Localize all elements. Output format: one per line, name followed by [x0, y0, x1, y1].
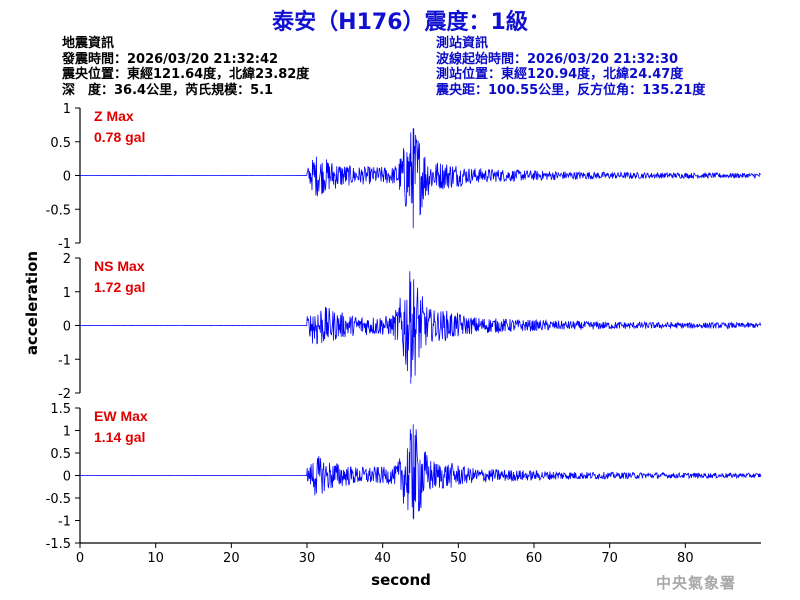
waveform-z: [79, 128, 762, 229]
x-tick-label: 50: [450, 551, 467, 566]
page-title: 泰安（H176）震度：1級: [272, 10, 528, 35]
y-tick-label-ns: -2: [58, 387, 71, 402]
y-tick-label-z: -1: [58, 237, 71, 252]
max-label-ns: NS Max: [94, 258, 145, 274]
waveform-ns: [79, 271, 762, 384]
station-info: 測站資訊 波線起始時間：2026/03/20 21:32:30 測站位置：東經1…: [436, 36, 705, 98]
y-tick-label-ew: 1.5: [50, 402, 71, 417]
y-axis-label: acceleration: [23, 251, 41, 355]
max-value-ew: 1.14 gal: [94, 429, 145, 445]
y-tick-label-ew: 0: [63, 470, 71, 485]
earthquake-info: 地震資訊 發震時間：2026/03/20 21:32:42 震央位置：東經121…: [62, 36, 309, 98]
y-tick-label-ew: 0.5: [50, 447, 71, 462]
y-tick-label-ns: 0: [63, 320, 71, 335]
y-tick-label-ns: 1: [63, 286, 71, 301]
y-tick-label-z: 1: [63, 102, 71, 117]
y-tick-label-z: 0.5: [50, 136, 71, 151]
depth-magnitude: 深 度：36.4公里，芮氏規模：5.1: [62, 82, 274, 98]
x-tick-label: 0: [76, 551, 84, 566]
epicenter-location: 震央位置：東經121.64度，北緯23.82度: [62, 67, 310, 82]
x-tick-label: 30: [299, 551, 316, 566]
x-tick-label: 70: [601, 551, 618, 566]
y-tick-label-ew: -0.5: [46, 492, 71, 507]
y-tick-label-ew: -1.5: [46, 537, 71, 552]
x-tick-label: 20: [223, 551, 240, 566]
y-tick-label-ew: 1: [63, 425, 71, 440]
max-value-z: 0.78 gal: [94, 129, 145, 145]
x-tick-label: 80: [677, 551, 694, 566]
x-tick-label: 60: [526, 551, 543, 566]
y-tick-label-ns: -1: [58, 353, 71, 368]
x-axis-label: second: [371, 571, 431, 589]
y-tick-label-z: 0: [63, 170, 71, 185]
station-location: 測站位置：東經120.94度，北緯24.47度: [436, 67, 684, 82]
agency-label: 中央氣象署: [656, 574, 737, 592]
origin-time: 發震時間：2026/03/20 21:32:42: [62, 51, 279, 67]
wave-start-time: 波線起始時間：2026/03/20 21:32:30: [436, 51, 679, 67]
max-value-ns: 1.72 gal: [94, 279, 145, 295]
y-tick-label-ew: -1: [58, 515, 71, 530]
y-tick-label-ns: 2: [63, 252, 71, 267]
max-label-z: Z Max: [94, 108, 134, 124]
x-tick-label: 10: [147, 551, 164, 566]
waveform-ew: [79, 424, 762, 520]
station-info-heading: 測站資訊: [436, 36, 489, 51]
y-tick-label-z: -0.5: [46, 203, 71, 218]
distance-azimuth: 震央距：100.55公里，反方位角：135.21度: [436, 82, 706, 98]
max-label-ew: EW Max: [94, 408, 148, 424]
x-tick-label: 40: [374, 551, 391, 566]
earthquake-info-heading: 地震資訊: [62, 36, 115, 51]
